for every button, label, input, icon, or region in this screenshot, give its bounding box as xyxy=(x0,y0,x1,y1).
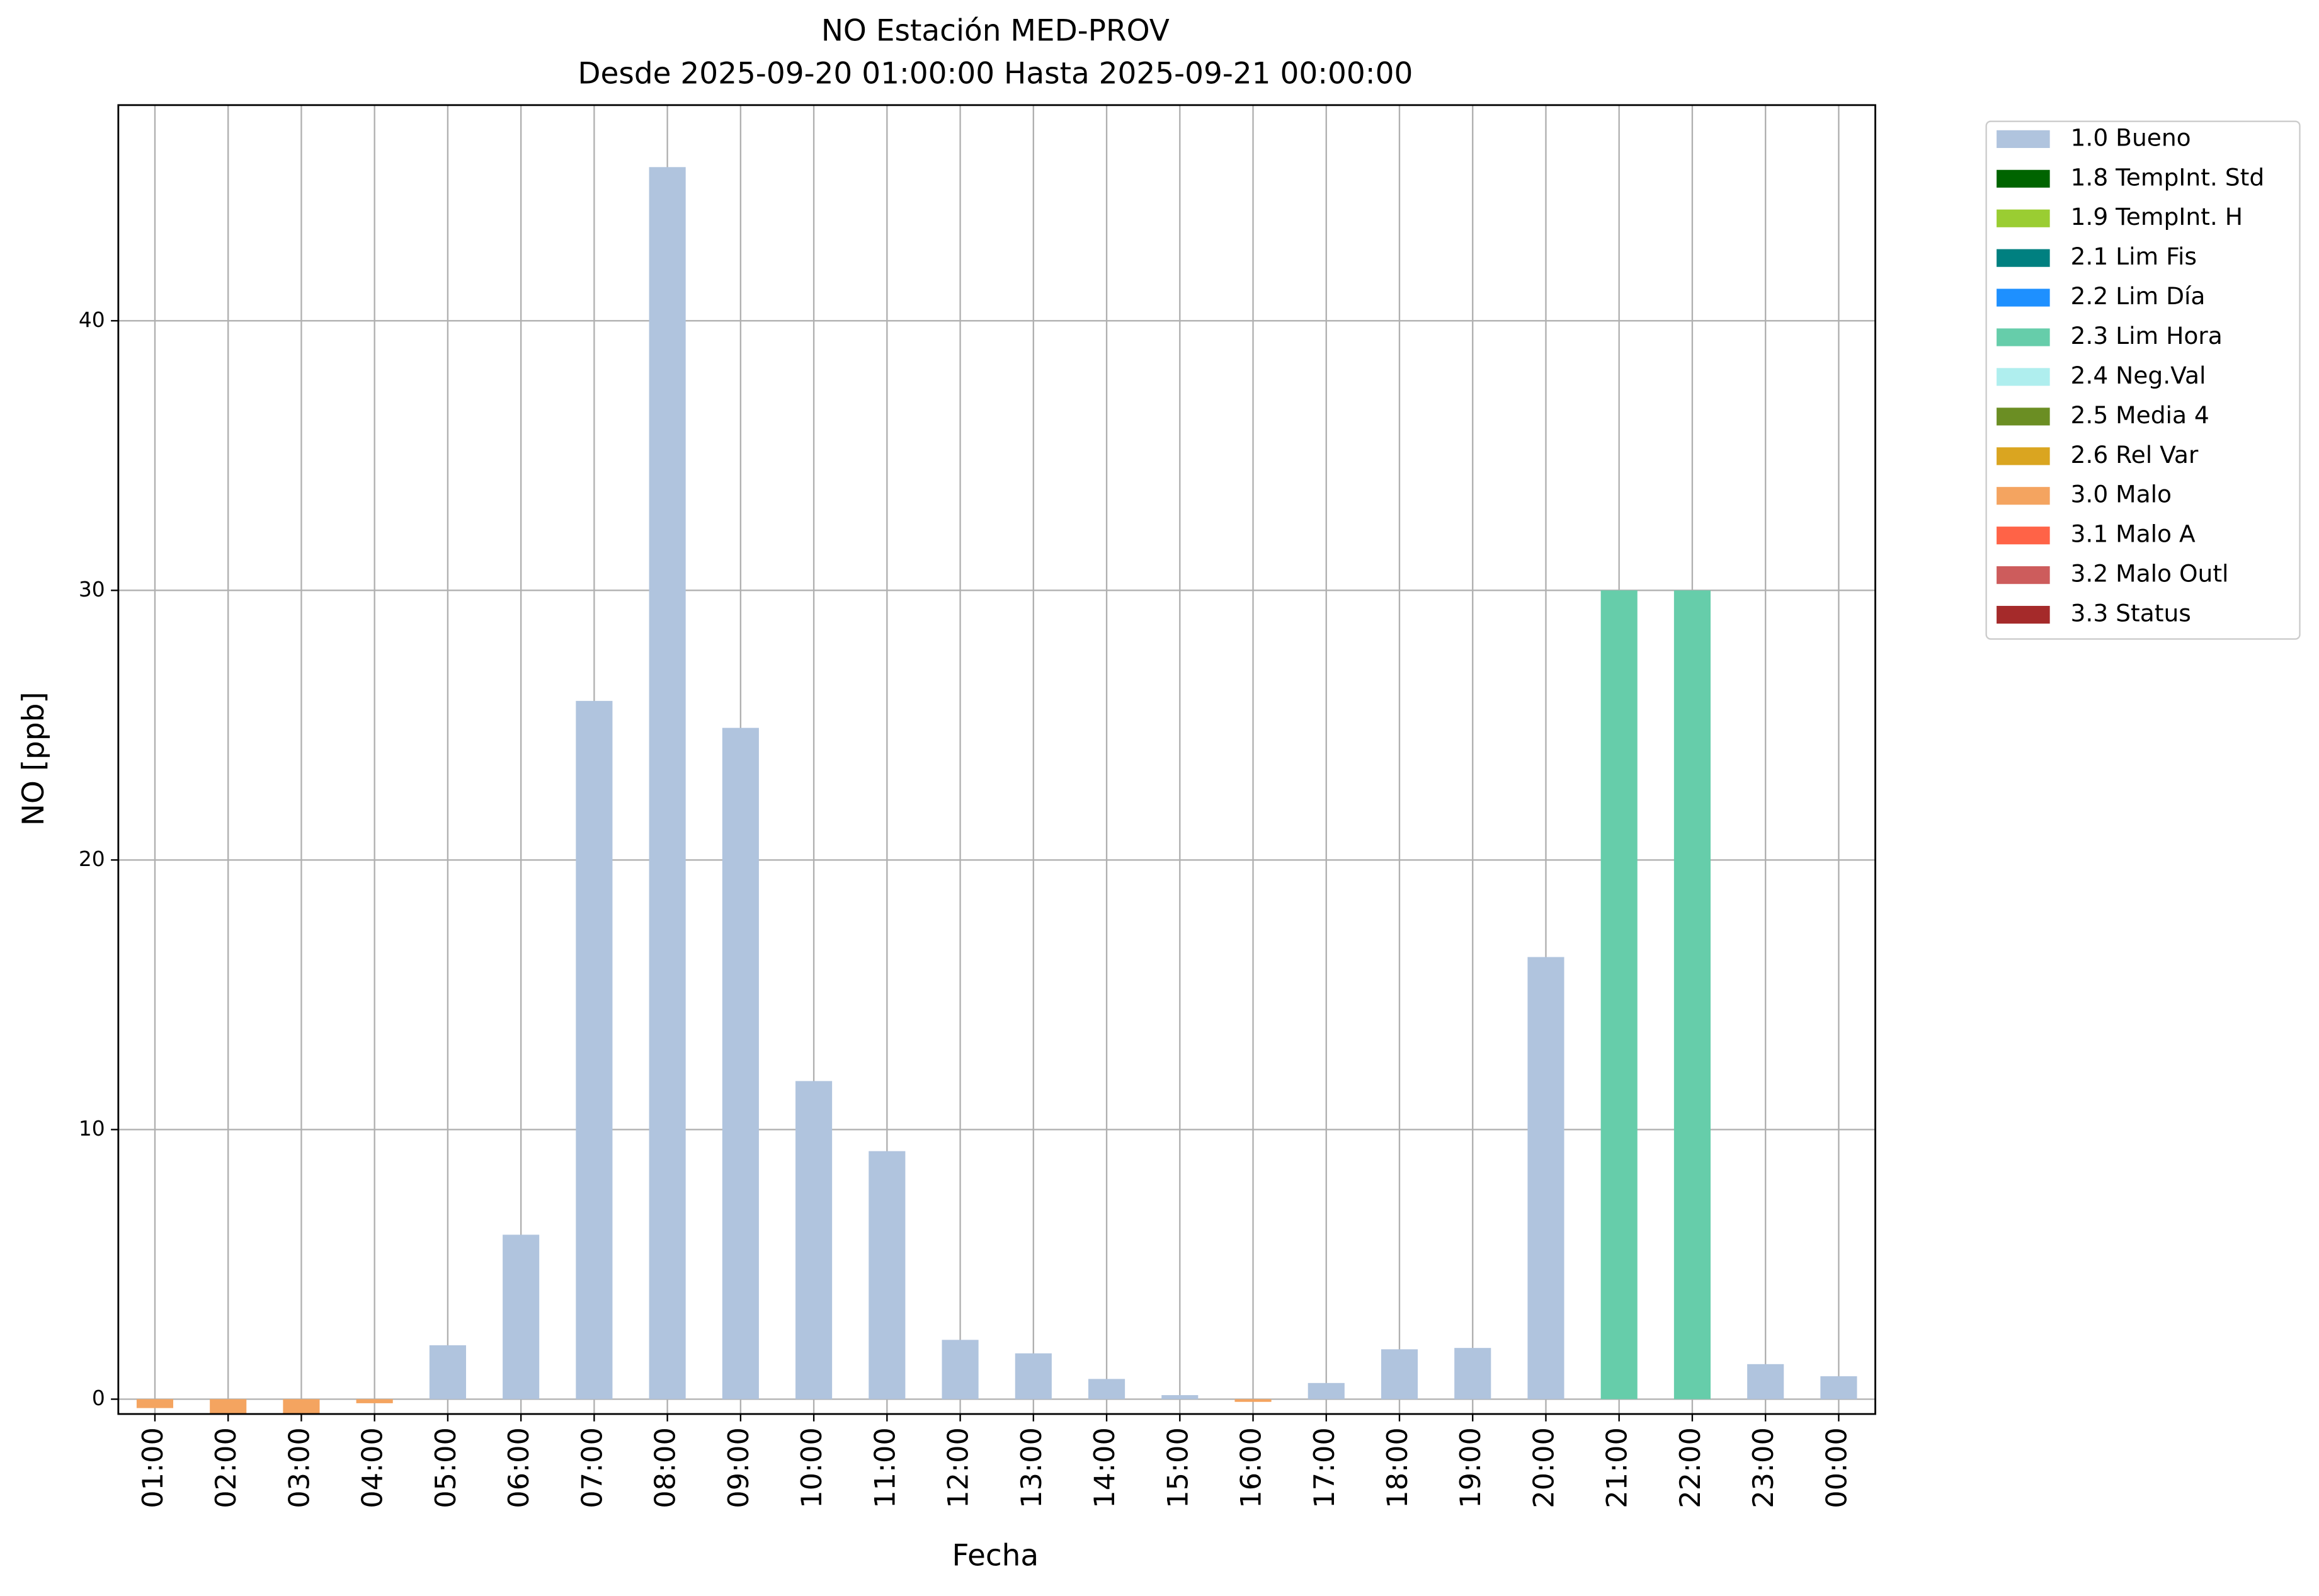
legend-swatch xyxy=(1997,249,2050,267)
legend-swatch xyxy=(1997,527,2050,545)
x-tick-label: 06:00 xyxy=(503,1427,535,1508)
legend-label: 3.0 Malo xyxy=(2071,481,2172,508)
legend-box xyxy=(1985,120,2301,640)
bar xyxy=(429,1345,466,1399)
bar xyxy=(1600,590,1638,1399)
x-tick-label: 01:00 xyxy=(137,1427,169,1508)
bar xyxy=(356,1399,393,1403)
bar xyxy=(283,1399,320,1415)
legend-swatch xyxy=(1997,605,2050,624)
x-tick-label: 23:00 xyxy=(1747,1427,1780,1508)
legend-swatch xyxy=(1997,368,2050,386)
legend-label: 2.2 Lim Día xyxy=(2071,282,2206,310)
bars xyxy=(136,167,1857,1415)
legend-swatch xyxy=(1997,328,2050,346)
legend-swatch xyxy=(1997,447,2050,465)
legend-label: 3.3 Status xyxy=(2071,600,2191,627)
x-tick-label: 10:00 xyxy=(795,1427,828,1508)
legend-label: 1.9 TempInt. H xyxy=(2071,203,2243,231)
bar xyxy=(1381,1349,1418,1399)
bar xyxy=(1673,590,1711,1399)
bar xyxy=(1454,1348,1491,1399)
x-tick-label: 21:00 xyxy=(1601,1427,1634,1508)
x-tick-label: 15:00 xyxy=(1161,1427,1194,1508)
legend-swatch xyxy=(1997,288,2050,307)
bar xyxy=(1308,1382,1345,1399)
y-tick-label: 10 xyxy=(79,1116,105,1141)
x-tick-label: 22:00 xyxy=(1674,1427,1707,1508)
x-tick-label: 14:00 xyxy=(1088,1427,1121,1508)
x-tick-label: 07:00 xyxy=(576,1427,608,1508)
legend-label: 2.6 Rel Var xyxy=(2071,441,2199,469)
y-tick-label: 40 xyxy=(79,307,105,332)
legend-label: 1.0 Bueno xyxy=(2071,123,2191,151)
x-tick-label: 09:00 xyxy=(722,1427,755,1508)
y-tick-label: 30 xyxy=(79,577,105,601)
legend-label: 2.5 Media 4 xyxy=(2071,401,2209,429)
legend-swatch xyxy=(1997,130,2050,148)
bar xyxy=(576,700,613,1399)
bar xyxy=(649,167,686,1399)
legend-label: 2.3 Lim Hora xyxy=(2071,322,2223,350)
legend-label: 2.1 Lim Fis xyxy=(2071,242,2197,270)
bar xyxy=(869,1151,906,1399)
plot-frame xyxy=(117,104,1876,1415)
x-tick-label: 04:00 xyxy=(356,1427,389,1508)
bar xyxy=(722,727,759,1399)
legend-label: 3.1 Malo A xyxy=(2071,520,2196,548)
x-tick-label: 17:00 xyxy=(1308,1427,1341,1508)
bar xyxy=(503,1234,540,1399)
bar xyxy=(1820,1376,1857,1399)
bar xyxy=(210,1399,247,1415)
x-tick-label: 08:00 xyxy=(649,1427,682,1508)
x-tick-label: 05:00 xyxy=(430,1427,462,1508)
legend-label: 2.4 Neg.Val xyxy=(2071,362,2206,389)
x-tick-label: 20:00 xyxy=(1527,1427,1560,1508)
x-tick-label: 18:00 xyxy=(1381,1427,1414,1508)
x-tick-label: 11:00 xyxy=(869,1427,901,1508)
bar xyxy=(136,1399,174,1408)
x-tick-label: 12:00 xyxy=(942,1427,975,1508)
bar xyxy=(1527,957,1564,1399)
ticks: 0 10 20 30 40 01:00 02:00 03:00 04:00 05:00 06:00 0… xyxy=(79,307,1854,1508)
legend-swatch xyxy=(1997,408,2050,426)
legend-swatch xyxy=(1997,209,2050,227)
x-tick-label: 19:00 xyxy=(1454,1427,1487,1508)
bar xyxy=(1747,1364,1784,1399)
bar xyxy=(1161,1395,1199,1399)
legend-swatch xyxy=(1997,487,2050,505)
bar xyxy=(1234,1399,1272,1402)
bar xyxy=(1015,1353,1052,1399)
legend-label: 1.8 TempInt. Std xyxy=(2071,163,2265,191)
y-tick-label: 20 xyxy=(79,846,105,871)
x-tick-label: 03:00 xyxy=(283,1427,316,1508)
x-tick-label: 16:00 xyxy=(1235,1427,1268,1508)
x-tick-label: 00:00 xyxy=(1820,1427,1853,1508)
bar xyxy=(942,1340,979,1399)
legend-swatch xyxy=(1997,169,2050,188)
legend: 1.0 Bueno 1.8 TempInt. Std 1.9 TempInt. H 2… xyxy=(1985,120,2301,640)
chart-title: NO Estación MED-PROV xyxy=(821,13,1170,48)
chart-subtitle: Desde 2025-09-20 01:00:00 Hasta 2025-09-… xyxy=(578,56,1413,91)
bar xyxy=(795,1081,833,1399)
x-axis-label: Fecha xyxy=(952,1538,1039,1573)
y-axis-label: NO [ppb] xyxy=(16,692,51,826)
x-tick-label: 13:00 xyxy=(1015,1427,1048,1508)
legend-swatch xyxy=(1997,566,2050,584)
y-tick-label: 0 xyxy=(92,1386,105,1410)
bar xyxy=(1088,1379,1125,1399)
x-tick-label: 02:00 xyxy=(210,1427,242,1508)
legend-label: 3.2 Malo Outl xyxy=(2071,560,2229,588)
